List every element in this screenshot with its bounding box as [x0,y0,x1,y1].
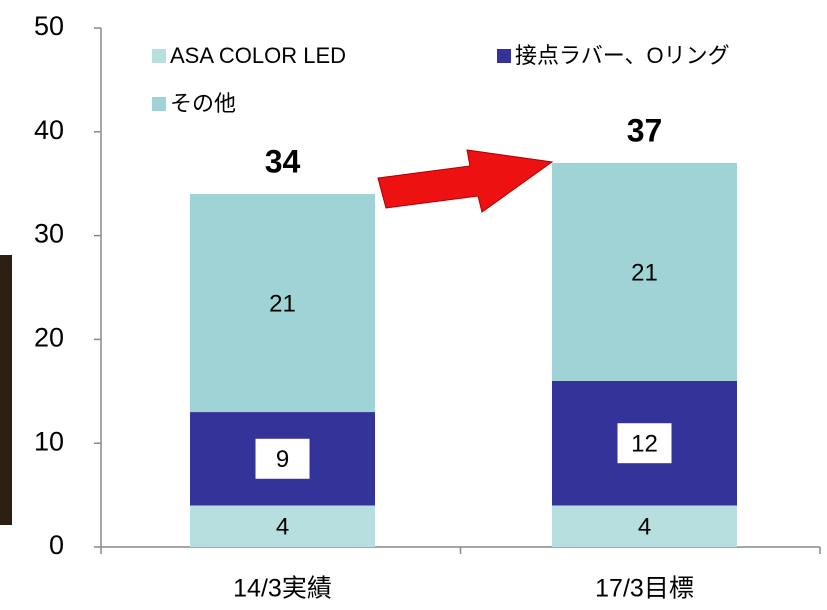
background-fragment [0,255,12,525]
data-label: 21 [631,259,658,286]
total-label: 34 [265,144,301,180]
legend-swatch [152,97,166,111]
y-tick-label: 50 [34,11,64,41]
y-tick-label: 10 [34,426,64,456]
total-label: 37 [627,112,663,148]
legend-swatch [152,49,166,63]
data-label: 21 [269,290,296,317]
growth-arrow [378,150,552,212]
y-tick-label: 0 [49,530,64,560]
legend-label: その他 [170,91,236,116]
x-tick-label: 17/3目標 [595,575,694,603]
data-label: 12 [631,431,658,458]
y-tick-label: 40 [34,115,64,145]
x-tick-label: 14/3実績 [233,575,332,603]
legend-label: ASA COLOR LED [170,43,346,68]
data-label: 9 [276,446,289,473]
y-tick-label: 20 [34,323,64,353]
legend-swatch [497,49,511,63]
legend-label: 接点ラバー、Oリング [515,43,730,68]
chart: 0 10 20 30 40 50 14/3実績 4 9 21 34 17/3目標 4 12 21 37 ASA … [0,0,827,610]
data-label: 4 [276,514,289,541]
y-tick-label: 30 [34,219,64,249]
data-label: 4 [638,514,651,541]
